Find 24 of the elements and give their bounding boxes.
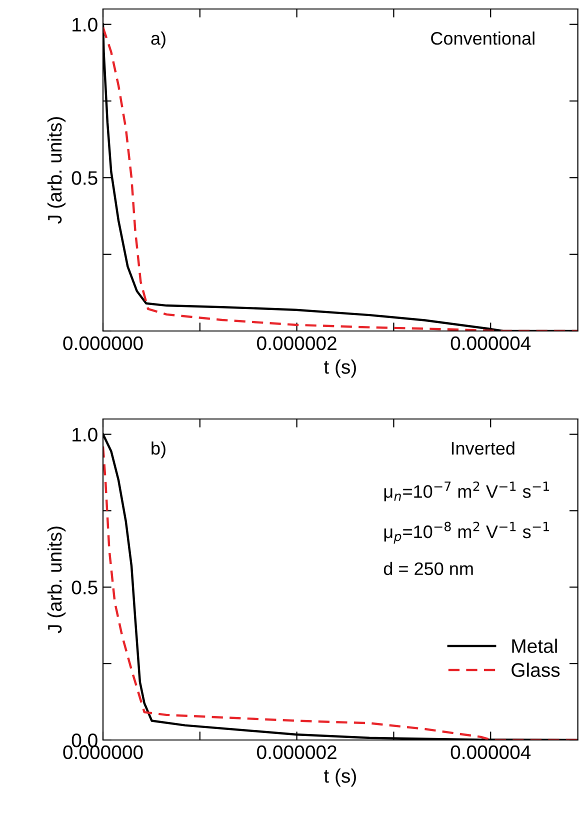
y-tick-label: 0.0 <box>72 733 98 748</box>
legend-label: Metal <box>512 638 557 653</box>
y-axis-title: J (arb. units) <box>47 526 66 634</box>
annotation: d = 250 nm <box>384 562 473 576</box>
legend-label: Glass <box>512 662 560 677</box>
annotation: Conventional <box>431 32 534 45</box>
y-axis-title: J (arb. units) <box>47 117 66 224</box>
text: μ$_{n}$=10$^{−7}$ m$^{2}$ V$^{−1}$ s$^{−1}$ <box>384 481 549 502</box>
annotation: Inverted <box>452 441 514 455</box>
x-axis-title: t (s) <box>324 768 356 787</box>
x-tick-label: 0.000000 <box>63 745 143 760</box>
x-tick-label: 0.000002 <box>257 336 336 350</box>
y-tick-label: 1.0 <box>72 428 98 442</box>
y-tick-label: 0.5 <box>72 580 98 594</box>
x-tick-label: 0.000002 <box>257 745 336 760</box>
x-tick-label: 0.000004 <box>450 336 531 350</box>
annotation: b) <box>152 441 166 458</box>
x-axis-title: t (s) <box>324 360 356 378</box>
y-tick-label: 1.0 <box>72 18 98 32</box>
x-tick-label: 0.000004 <box>450 745 531 760</box>
y-tick-label: 0.5 <box>72 171 98 185</box>
x-tick-label: 0.000000 <box>63 336 143 350</box>
text: μ$_{p}$=10$^{−8}$ m$^{2}$ V$^{−1}$ s$^{−1}$ <box>384 522 549 544</box>
annotation: a) <box>151 32 166 48</box>
